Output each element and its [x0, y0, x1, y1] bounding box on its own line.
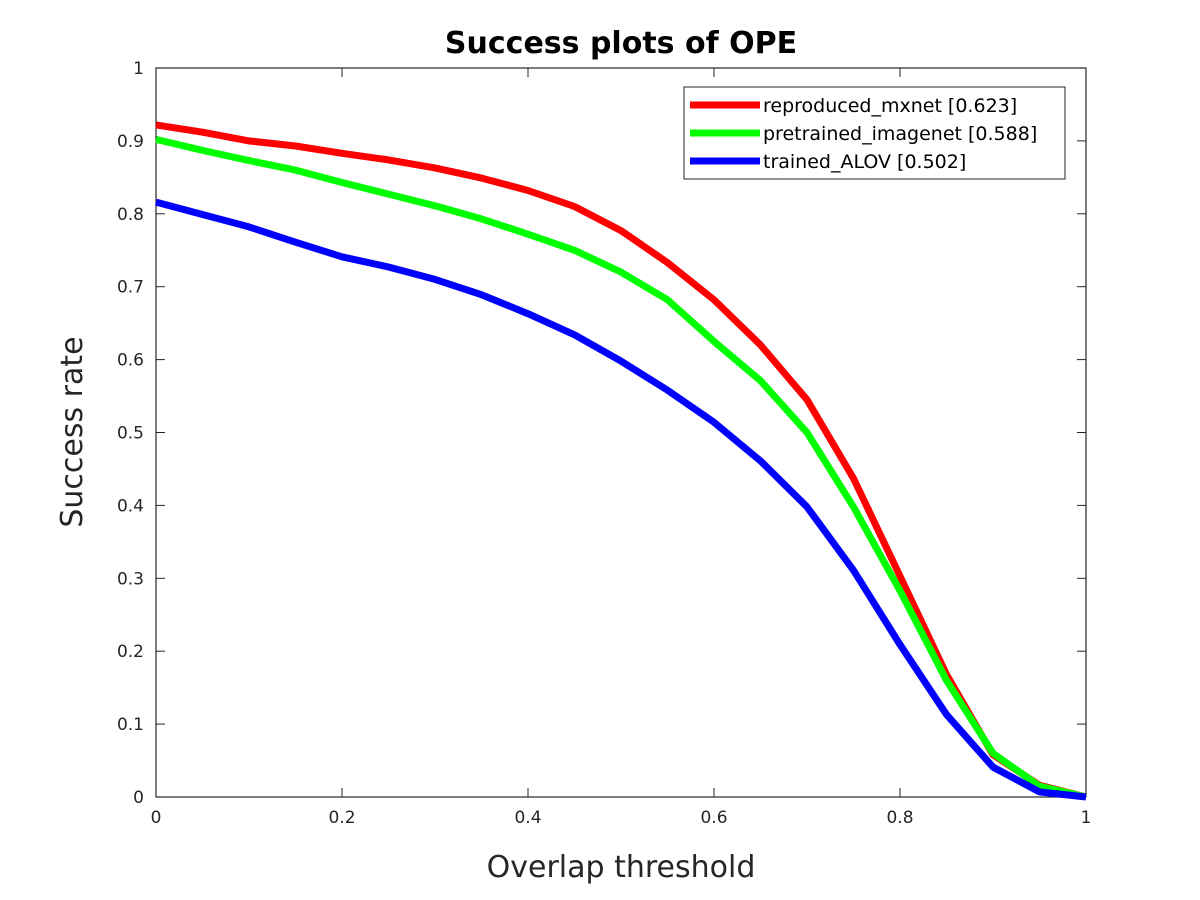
- y-tick-label: 0.9: [117, 132, 144, 152]
- series-line-1: [155, 121, 1087, 801]
- x-tick-label: 0: [151, 808, 162, 828]
- axis-ticks: 0 0.2 0.4 0.6 0.8 1 0 0.1 0.2 0.3 0.4 0.5 0.6 0.7 0.8 0…: [117, 59, 1091, 828]
- legend-label-1: reproduced_mxnet [0.623]: [763, 95, 1017, 117]
- x-tick-label: 1: [1081, 808, 1092, 828]
- chart-title: Success plots of OPE: [445, 26, 797, 61]
- y-tick-label: 0: [133, 788, 144, 808]
- y-tick-label: 0.1: [117, 715, 144, 735]
- legend: reproduced_mxnet [0.623] pretrained_image…: [683, 86, 1066, 180]
- y-tick-label: 0.5: [117, 424, 144, 444]
- x-tick-label: 0.2: [328, 808, 355, 828]
- x-tick-label: 0.6: [700, 808, 727, 828]
- series-line-2: [155, 135, 1087, 801]
- y-tick-label: 0.8: [117, 205, 144, 225]
- y-tick-label: 0.6: [117, 351, 144, 371]
- y-tick-label: 0.4: [117, 496, 144, 516]
- y-axis-label: Success rate: [55, 336, 90, 527]
- y-tick-label: 0.7: [117, 278, 144, 298]
- legend-label-3: trained_ALOV [0.502]: [763, 151, 966, 173]
- x-axis-label: Overlap threshold: [487, 850, 756, 885]
- x-tick-label: 0.8: [886, 808, 913, 828]
- y-tick-label: 1: [133, 59, 144, 79]
- axes-frame: [155, 67, 1087, 798]
- plot-area: [155, 67, 1087, 798]
- series-lines: [155, 121, 1087, 801]
- series-line-3: [155, 198, 1087, 801]
- y-tick-label: 0.2: [117, 642, 144, 662]
- legend-label-2: pretrained_imagenet [0.588]: [763, 123, 1037, 145]
- y-tick-label: 0.3: [117, 569, 144, 589]
- x-tick-label: 0.4: [514, 808, 541, 828]
